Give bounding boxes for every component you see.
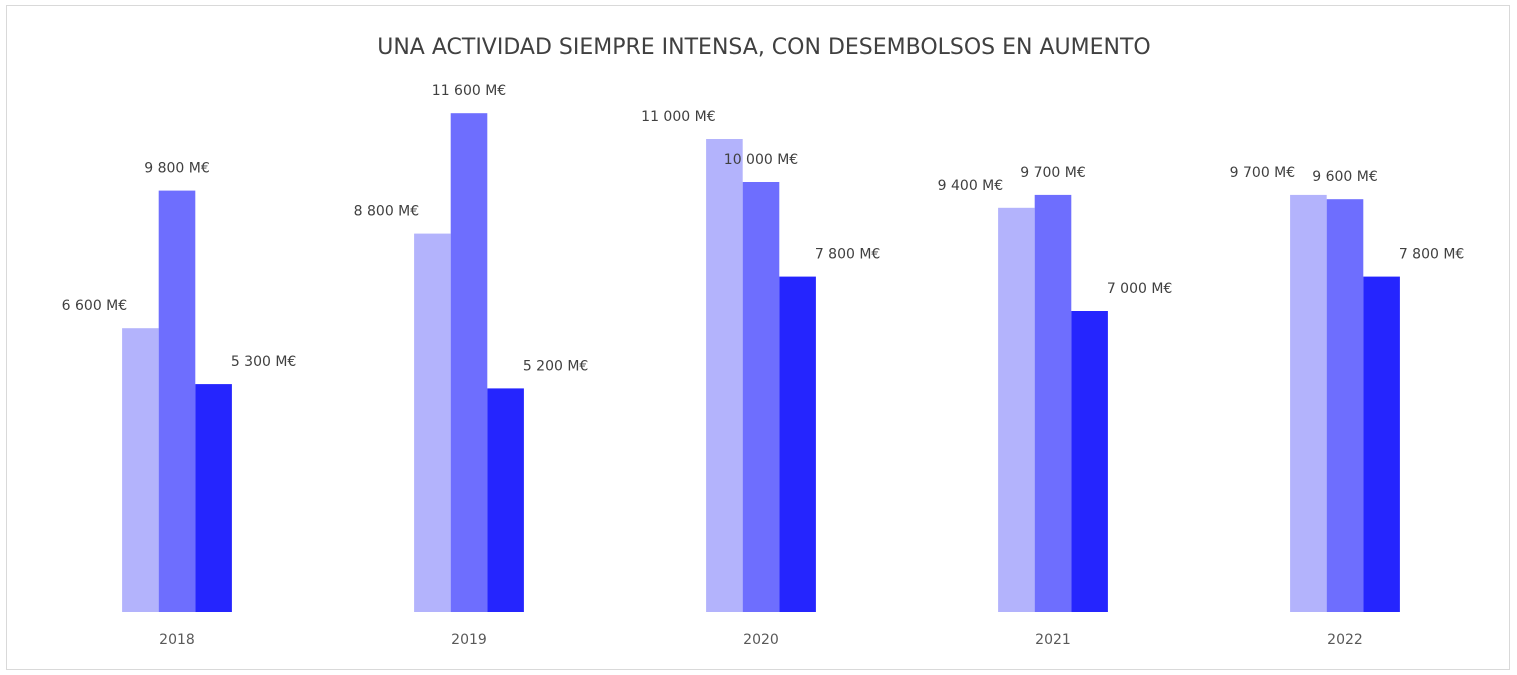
bar bbox=[487, 388, 524, 612]
data-label: 7 800 M€ bbox=[815, 247, 881, 263]
bar bbox=[998, 207, 1035, 613]
data-label: 7 000 M€ bbox=[1107, 281, 1173, 297]
x-tick-label: 2019 bbox=[451, 632, 487, 648]
x-tick-label: 2020 bbox=[743, 632, 779, 648]
bar bbox=[1034, 194, 1072, 612]
data-label: 10 000 M€ bbox=[724, 152, 798, 168]
data-label: 9 600 M€ bbox=[1312, 169, 1378, 185]
bar bbox=[1071, 311, 1108, 612]
chart-title: UNA ACTIVIDAD SIEMPRE INTENSA, CON DESEM… bbox=[377, 35, 1151, 60]
bar bbox=[195, 384, 232, 612]
bar bbox=[414, 233, 451, 612]
data-label: 5 200 M€ bbox=[523, 358, 589, 374]
bar bbox=[1290, 194, 1327, 612]
bar bbox=[450, 113, 488, 612]
data-label: 9 800 M€ bbox=[144, 161, 210, 177]
bar bbox=[742, 182, 780, 612]
x-tick-label: 2022 bbox=[1327, 632, 1363, 648]
data-label: 9 700 M€ bbox=[1020, 165, 1086, 181]
bar bbox=[158, 190, 196, 612]
data-label: 5 300 M€ bbox=[231, 354, 297, 370]
data-label: 9 700 M€ bbox=[1230, 165, 1296, 181]
x-tick-label: 2021 bbox=[1035, 632, 1071, 648]
data-label: 7 800 M€ bbox=[1399, 247, 1465, 263]
x-tick-label: 2018 bbox=[159, 632, 195, 648]
bar bbox=[1363, 276, 1400, 612]
data-label: 11 000 M€ bbox=[641, 109, 715, 125]
data-label: 11 600 M€ bbox=[432, 83, 506, 99]
bar bbox=[1326, 199, 1364, 612]
data-label: 6 600 M€ bbox=[62, 298, 128, 314]
bar bbox=[779, 276, 816, 612]
data-label: 8 800 M€ bbox=[354, 204, 420, 220]
bar bbox=[706, 139, 743, 612]
data-label: 9 400 M€ bbox=[938, 178, 1004, 194]
bar bbox=[122, 328, 159, 612]
